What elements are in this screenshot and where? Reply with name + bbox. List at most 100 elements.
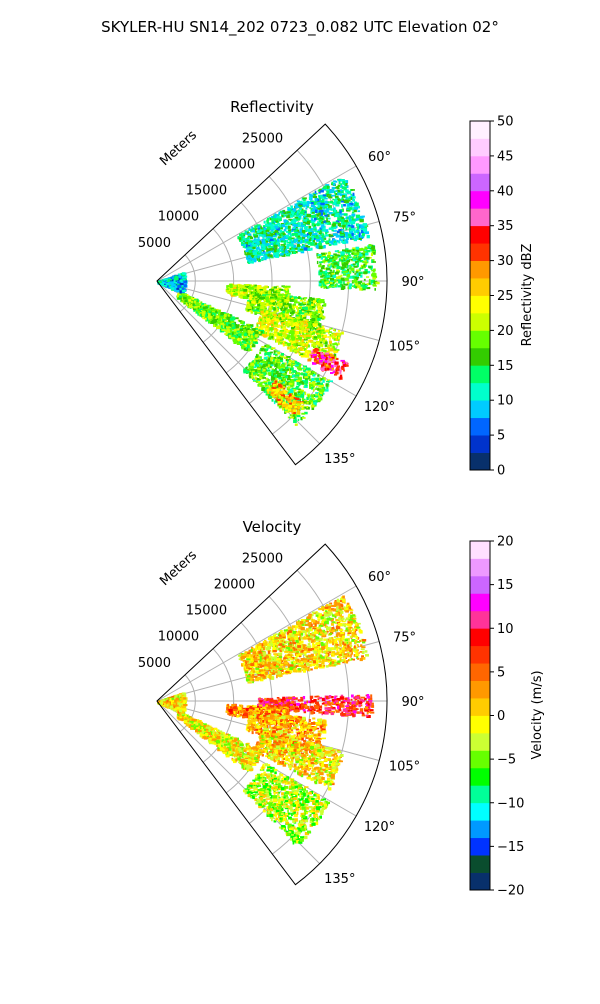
echo-cell xyxy=(261,388,265,391)
echo-cell xyxy=(316,310,318,312)
echo-cell xyxy=(261,363,263,365)
echo-cell xyxy=(298,342,302,345)
echo-cell xyxy=(282,326,286,328)
echo-cell xyxy=(274,357,277,359)
echo-cell xyxy=(231,337,235,339)
echo-cell xyxy=(318,356,321,358)
echo-cell xyxy=(371,246,375,249)
echo-cell xyxy=(328,333,330,335)
echo-cell xyxy=(338,330,340,332)
echo-cell xyxy=(291,231,293,233)
echo-cell xyxy=(296,340,300,342)
echo-cell xyxy=(300,395,304,398)
echo-cell xyxy=(303,245,305,247)
echo-cell xyxy=(254,306,259,308)
echo-cell xyxy=(298,303,301,305)
echo-cell xyxy=(317,358,319,360)
echo-cell xyxy=(309,226,312,229)
echo-cell xyxy=(278,225,281,228)
echo-cell xyxy=(300,402,303,404)
echo-cell xyxy=(264,325,267,327)
echo-cell xyxy=(319,326,321,328)
echo-cell xyxy=(330,372,334,374)
echo-cell xyxy=(251,328,255,330)
echo-cell xyxy=(321,240,324,242)
echo-cell xyxy=(253,292,255,294)
echo-cell xyxy=(273,314,277,316)
echo-cell xyxy=(354,196,356,198)
echo-cell xyxy=(271,234,273,237)
echo-cell xyxy=(302,417,306,419)
echo-cell xyxy=(216,316,220,319)
echo-cell xyxy=(201,303,204,305)
echo-cell xyxy=(332,334,335,336)
echo-cell xyxy=(312,311,316,314)
echo-cell xyxy=(295,398,299,400)
echo-cell xyxy=(324,387,326,390)
echo-cell xyxy=(365,247,368,249)
echo-cell xyxy=(314,194,316,196)
echo-cell xyxy=(345,365,348,367)
echo-cell xyxy=(306,381,308,384)
echo-cell xyxy=(239,234,242,237)
echo-cell xyxy=(271,373,273,376)
echo-cell xyxy=(276,389,280,392)
echo-cell xyxy=(358,258,360,261)
echo-cell xyxy=(292,370,296,373)
echo-cell xyxy=(311,248,313,251)
echo-cell xyxy=(257,290,260,293)
echo-cell xyxy=(277,399,281,401)
echo-cell xyxy=(194,300,196,302)
echo-cell xyxy=(293,319,296,322)
echo-cell xyxy=(243,331,247,333)
echo-cell xyxy=(355,252,359,255)
echo-cell xyxy=(308,331,310,333)
echo-cell xyxy=(248,333,250,336)
echo-cell xyxy=(239,320,241,322)
echo-cell xyxy=(255,373,258,375)
echo-cell xyxy=(334,256,338,260)
echo-cell xyxy=(341,287,345,290)
echo-cell xyxy=(247,302,250,304)
echo-cell xyxy=(234,293,238,295)
echo-cell xyxy=(260,319,262,322)
echo-cell xyxy=(336,358,338,360)
echo-cell xyxy=(315,394,317,396)
echo-cell xyxy=(340,251,344,254)
echo-cell xyxy=(315,198,318,201)
echo-cell xyxy=(326,386,328,389)
echo-cell xyxy=(335,284,337,287)
echo-cell xyxy=(364,262,368,264)
echo-cell xyxy=(192,303,194,306)
echo-cell xyxy=(290,296,293,298)
echo-cell xyxy=(369,266,372,268)
echo-cell xyxy=(359,232,361,235)
echo-cell xyxy=(208,316,212,319)
echo-cell xyxy=(362,283,366,285)
echo-cell xyxy=(282,299,284,302)
echo-cell xyxy=(307,359,311,362)
echo-cell xyxy=(281,297,283,299)
echo-cell xyxy=(262,321,264,324)
echo-cell xyxy=(321,286,323,288)
echo-cell xyxy=(305,378,308,380)
echo-cell xyxy=(342,229,345,231)
echo-cell xyxy=(316,378,320,381)
echo-cell xyxy=(232,324,234,327)
echo-cell xyxy=(336,276,340,279)
echo-cell xyxy=(313,338,317,340)
echo-cell xyxy=(336,367,339,370)
reflectivity-radial-label: Meters xyxy=(157,128,200,169)
echo-cell xyxy=(245,339,247,342)
echo-cell xyxy=(373,261,377,263)
echo-cell xyxy=(358,282,361,285)
echo-cell xyxy=(356,269,360,271)
echo-cell xyxy=(312,332,315,335)
echo-cell xyxy=(253,247,256,249)
echo-cell xyxy=(281,364,285,367)
echo-cell xyxy=(297,200,300,202)
echo-cell xyxy=(295,375,299,377)
echo-cell xyxy=(299,368,303,371)
echo-cell xyxy=(301,309,304,311)
echo-cell xyxy=(269,303,273,305)
